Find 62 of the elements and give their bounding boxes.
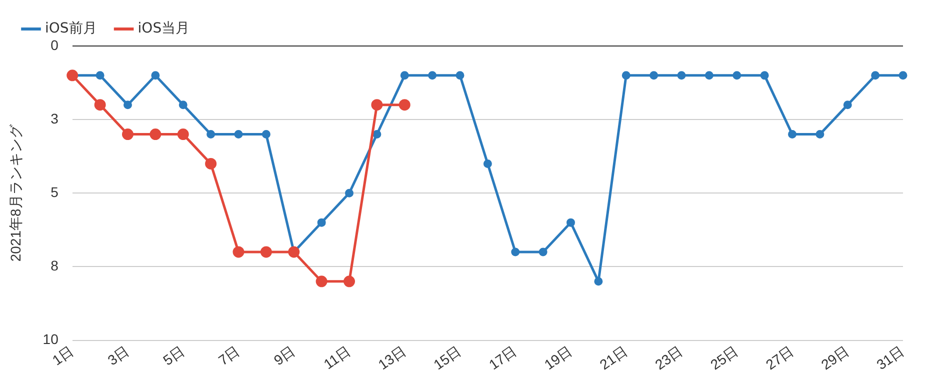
point — [400, 71, 409, 80]
point — [788, 130, 796, 139]
legend-label: iOS前月 — [45, 20, 97, 37]
x-tick-label: 17日 — [486, 342, 520, 373]
point — [843, 100, 852, 110]
y-axis-title: 2021年8月ランキング — [7, 124, 24, 262]
point — [260, 246, 272, 258]
point — [511, 248, 520, 256]
point — [151, 71, 160, 80]
x-tick-label: 23日 — [652, 342, 686, 373]
point — [428, 71, 437, 80]
point — [622, 71, 630, 80]
y-tick-label: 5 — [50, 184, 59, 200]
x-tick-label: 7日 — [215, 342, 242, 368]
point — [232, 246, 244, 258]
point — [677, 71, 686, 80]
point — [650, 71, 658, 80]
point — [122, 128, 134, 140]
x-tick-label: 13日 — [375, 342, 409, 373]
y-tick-label: 3 — [50, 110, 59, 126]
point — [371, 99, 383, 111]
point — [150, 128, 162, 140]
point — [760, 71, 769, 80]
x-tick-label: 31日 — [874, 342, 907, 373]
x-tick-label: 15日 — [430, 342, 464, 373]
x-tick-label: 9日 — [270, 342, 298, 368]
point — [732, 71, 742, 80]
point — [372, 130, 382, 139]
x-tick-label: 29日 — [818, 342, 852, 373]
point — [898, 71, 908, 80]
x-tick-label: 11日 — [320, 342, 354, 372]
x-tick-label: 21日 — [596, 342, 630, 373]
point — [398, 99, 410, 111]
point — [594, 277, 603, 286]
point — [871, 71, 880, 80]
point — [456, 71, 464, 80]
point — [94, 99, 106, 111]
point — [96, 71, 104, 80]
point — [124, 100, 132, 110]
point — [538, 248, 548, 256]
point — [816, 130, 824, 139]
point — [177, 128, 189, 140]
x-tick-label: 27日 — [762, 342, 796, 373]
point — [234, 130, 243, 139]
point — [344, 276, 355, 288]
point — [206, 130, 216, 139]
x-tick-label: 19日 — [541, 342, 575, 373]
x-tick-label: 25日 — [707, 342, 741, 373]
legend-label: iOS当月 — [138, 20, 190, 37]
point — [316, 276, 328, 288]
point — [345, 188, 354, 198]
x-tick-label: 5日 — [160, 342, 188, 368]
y-tick-label: 8 — [50, 258, 59, 274]
point — [262, 130, 270, 139]
x-tick-label: 3日 — [104, 342, 132, 368]
point — [566, 218, 575, 227]
point — [483, 159, 492, 168]
point — [178, 100, 188, 110]
point — [317, 218, 326, 227]
point — [205, 158, 217, 170]
y-tick-label: 0 — [50, 36, 59, 53]
point — [704, 71, 714, 80]
